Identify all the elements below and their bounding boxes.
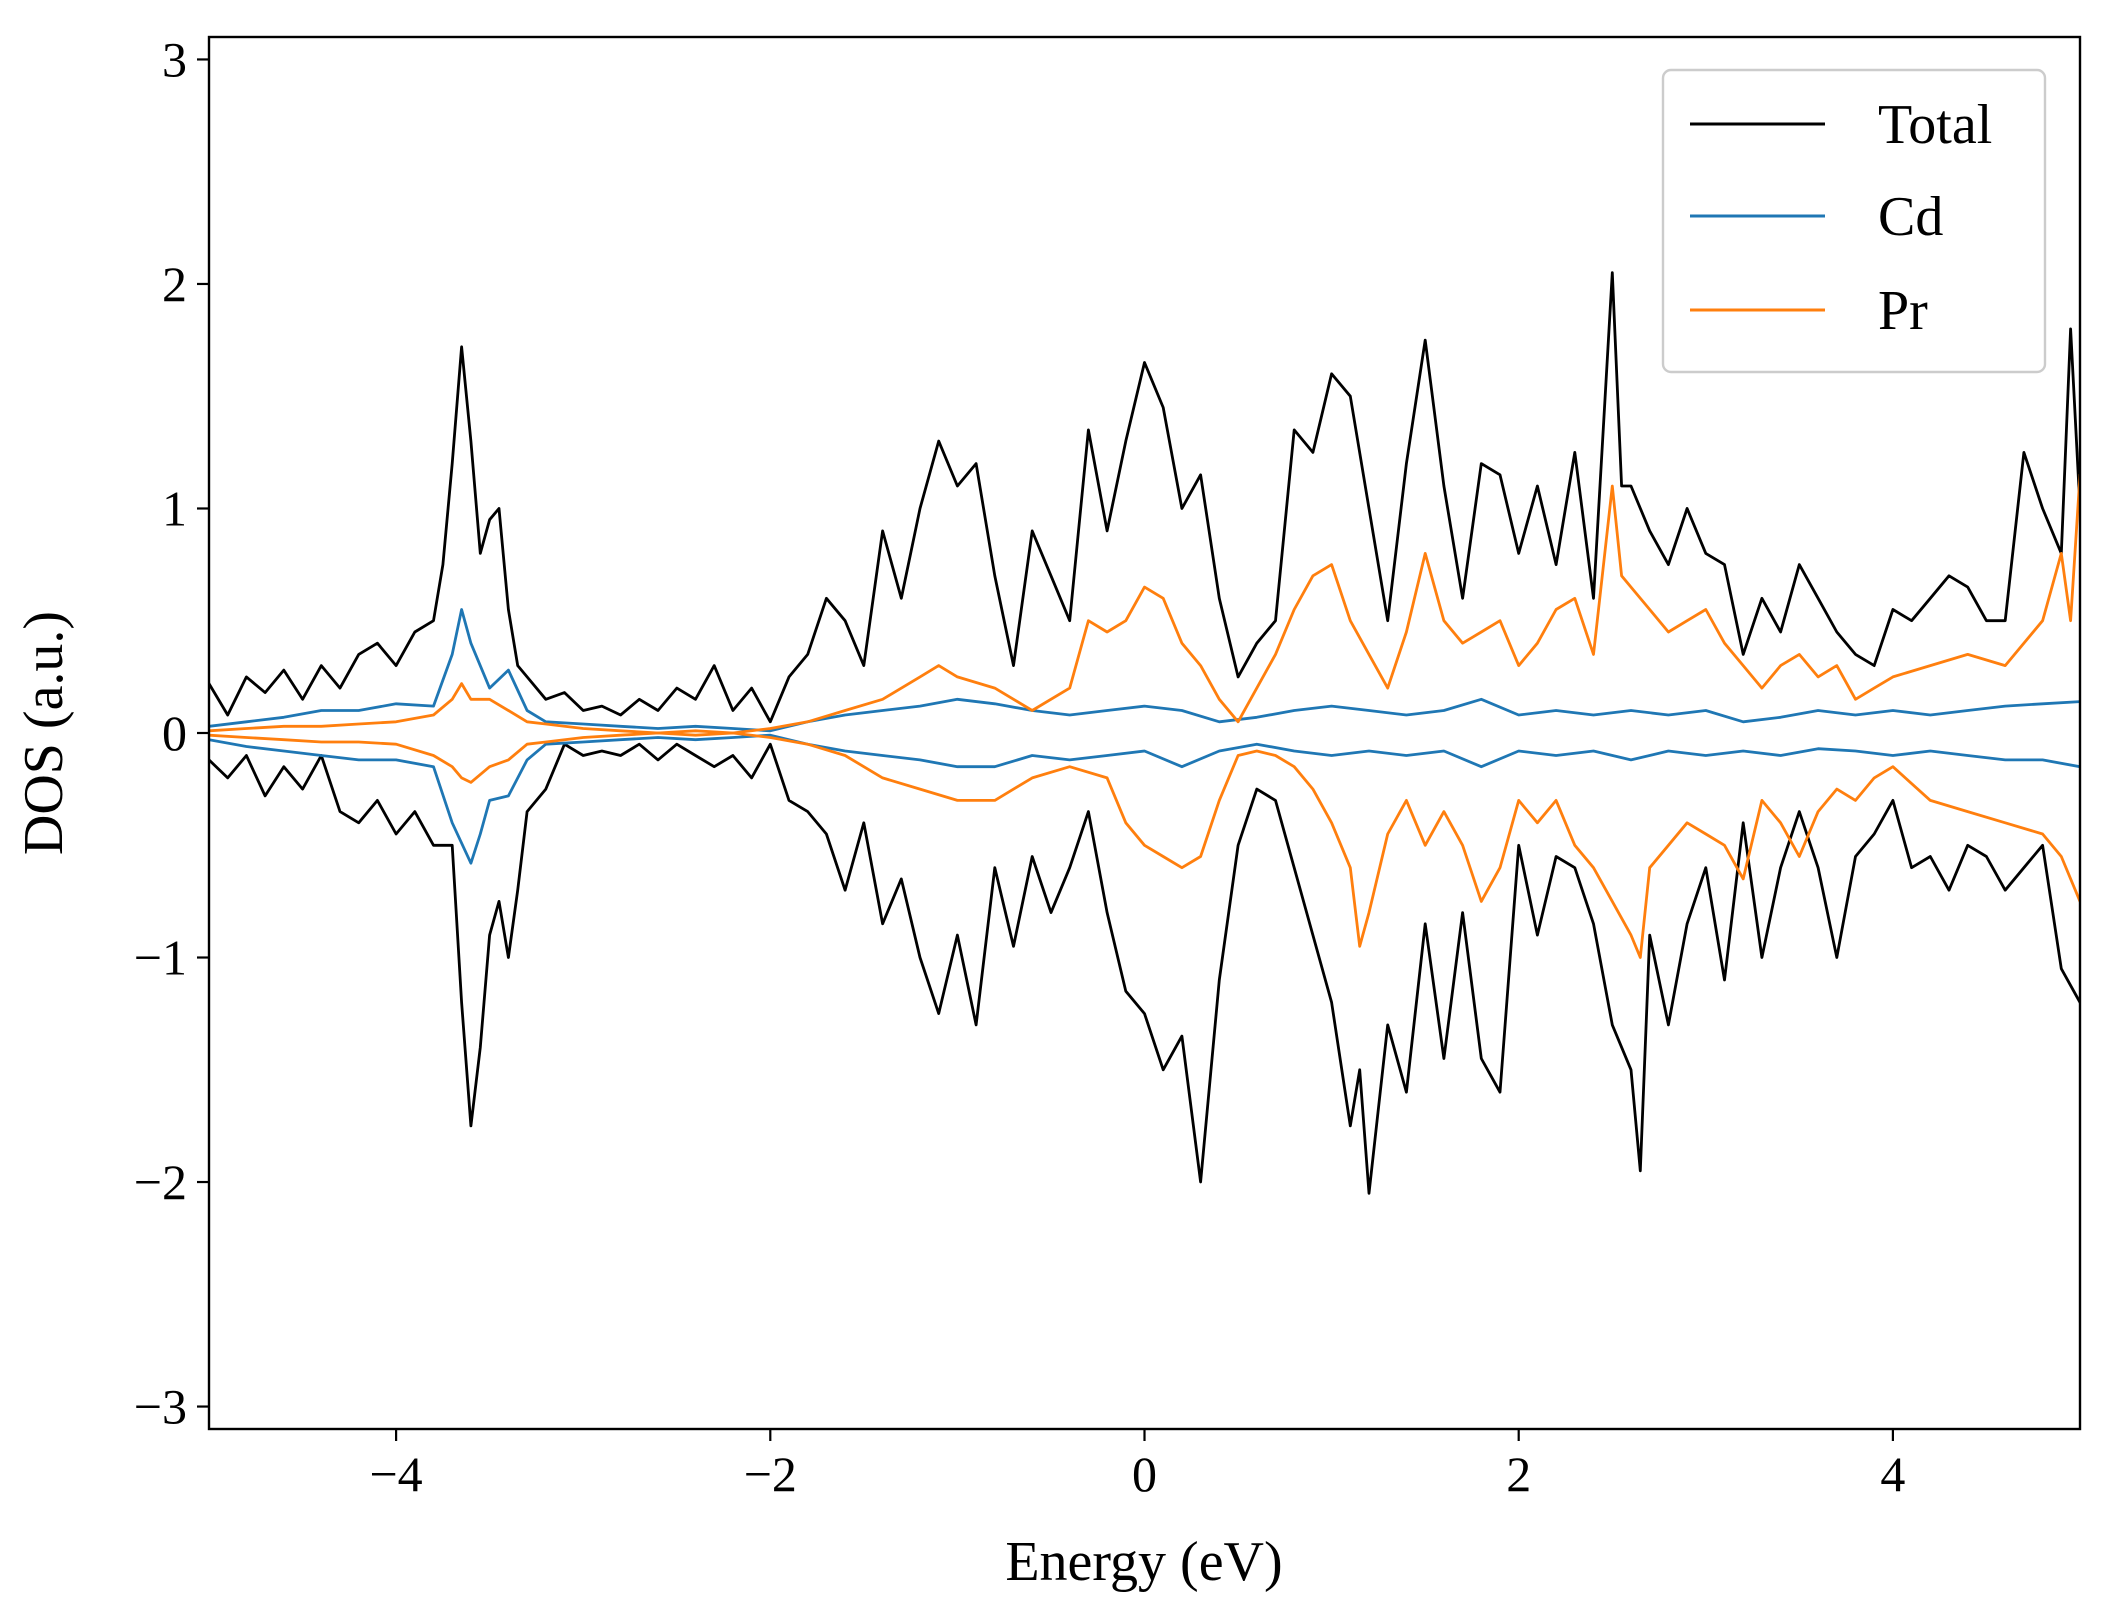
- y-tick-label: 2: [162, 256, 187, 312]
- y-tick-label: −3: [134, 1379, 187, 1435]
- y-tick-label: 3: [162, 31, 187, 87]
- x-tick-label: 0: [1132, 1446, 1157, 1502]
- legend-label-total: Total: [1878, 94, 1992, 156]
- series-cd-up: [209, 608, 2080, 733]
- y-tick-label: 1: [162, 480, 187, 536]
- y-axis-title: DOS (a.u.): [13, 611, 75, 855]
- series-cd-down: [209, 733, 2080, 865]
- series-pr-down: [209, 731, 2080, 959]
- legend-frame: [1661, 68, 2047, 374]
- legend-label-pr: Pr: [1878, 280, 1928, 342]
- y-tick-label: 0: [162, 705, 187, 761]
- x-tick-label: −4: [369, 1446, 422, 1502]
- y-tick-label: −1: [134, 930, 187, 986]
- y-axis: −3 −2 −1 0 1 2 3: [134, 31, 209, 1435]
- y-tick-label: −2: [134, 1154, 187, 1210]
- x-axis-title: Energy (eV): [1005, 1531, 1282, 1593]
- x-tick-label: 4: [1880, 1446, 1905, 1502]
- x-axis: −4 −2 0 2 4: [369, 1429, 1905, 1502]
- series-total-down: [209, 742, 2080, 1195]
- x-tick-label: 2: [1506, 1446, 1531, 1502]
- series-total-up: [209, 271, 2080, 724]
- legend: Total Cd Pr: [1661, 68, 2047, 374]
- legend-label-cd: Cd: [1878, 186, 1943, 248]
- series-group: [209, 271, 2080, 1195]
- series-pr-up: [209, 473, 2080, 735]
- x-tick-label: −2: [744, 1446, 797, 1502]
